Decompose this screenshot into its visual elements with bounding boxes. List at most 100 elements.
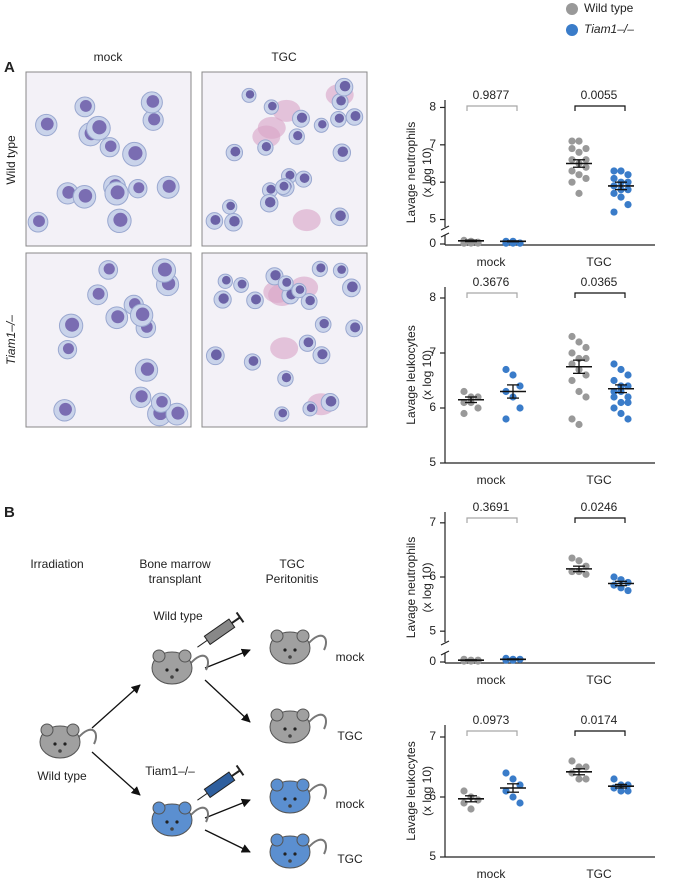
data-point [582,393,590,401]
data-point [617,787,625,795]
significance-bracket [466,292,518,298]
row-label: Tiam1–/– [4,315,18,365]
mouse-eye [165,820,169,824]
nucleus [110,185,125,200]
diagram: Irradiation Bone marrow transplant TGC P… [30,557,366,869]
nucleus [350,111,361,121]
data-point [502,365,510,374]
outcome-label: mock [336,797,366,811]
y-tick-label: 7 [429,137,436,151]
nucleus [79,99,92,112]
nucleus [210,214,221,225]
nucleus [266,184,276,194]
data-point [568,349,576,357]
mouse-nose [288,655,292,659]
syringe-handle [235,611,245,623]
mouse-eye [63,742,67,746]
nucleus [229,216,240,227]
nucleus [317,349,328,360]
legend-label: Tiam1–/– [584,22,634,36]
mouse-ear [152,649,166,663]
data-point [610,189,618,197]
nucleus [296,112,308,123]
y-tick-label: 6 [429,569,436,583]
significance-bracket [466,517,518,523]
nucleus [281,372,292,383]
x-tick-label: TGC [586,255,612,269]
y-tick-label: 5 [429,623,436,637]
mouse-ear [178,649,192,663]
y-tick-label: 8 [429,290,436,304]
nucleus [211,349,222,361]
nucleus [226,201,235,211]
mouse-tail [189,654,209,671]
arrow [204,648,251,669]
data-point [575,775,583,783]
nucleus [111,310,125,324]
nucleus [104,140,117,152]
data-point [610,393,618,401]
nucleus [305,295,315,306]
data-point [617,409,625,418]
data-point [502,769,510,777]
step-label: TGC [279,557,305,571]
nucleus [282,277,292,287]
mouse-eye [165,668,169,672]
data-point [509,371,517,379]
y-axis-label: (x log 10) [420,562,434,612]
error-bar [465,239,477,243]
y-tick-label: 7 [429,515,436,529]
nucleus [248,356,259,366]
y-tick-label: 5 [429,455,436,469]
error-bar [507,240,519,243]
syringe-handle [235,764,245,776]
mouse-eye [175,668,179,672]
mouse-nose [288,734,292,738]
data-point [568,757,576,765]
mouse-ear [270,833,284,847]
nucleus [303,337,314,348]
mouse [151,649,209,685]
step-label: transplant [149,572,202,586]
nucleus [135,390,148,403]
mouse-eye [283,852,287,856]
error-bar [615,181,627,191]
data-point [610,573,618,581]
x-tick-label: TGC [586,473,612,487]
significance-bracket [574,292,626,298]
y-axis-label: (x log 10) [420,350,434,400]
nucleus [78,189,93,203]
y-axis-label: Lavage leukocytes [404,741,418,840]
nucleus [171,406,185,420]
arrow [204,798,251,819]
arrow [204,679,251,723]
x-tick-label: TGC [586,673,612,687]
mouse-ear [296,833,310,847]
nucleus [62,343,74,355]
x-tick-label: mock [477,673,507,687]
legend-swatch [566,24,578,36]
x-tick-label: mock [477,473,507,487]
mouse-ear [296,778,310,792]
significance-bracket [574,105,626,111]
data-point [568,376,576,385]
syringe-label: Wild type [153,609,203,623]
syringe-plunger [231,769,241,777]
data-point [568,178,576,186]
p-value: 0.0055 [581,88,618,102]
mouse-tail [189,806,209,823]
data-point [624,578,632,587]
nucleus [350,322,361,333]
column-label: mock [94,50,124,64]
error-bar [465,659,477,662]
data-point [568,156,576,164]
syringe-plunger [231,616,241,624]
nucleus [337,146,349,157]
nucleus [347,281,358,293]
mouse-eye [293,648,297,652]
nucleus [268,101,277,111]
data-point [460,799,468,807]
error-bar [615,580,627,587]
error-bar [615,384,627,394]
